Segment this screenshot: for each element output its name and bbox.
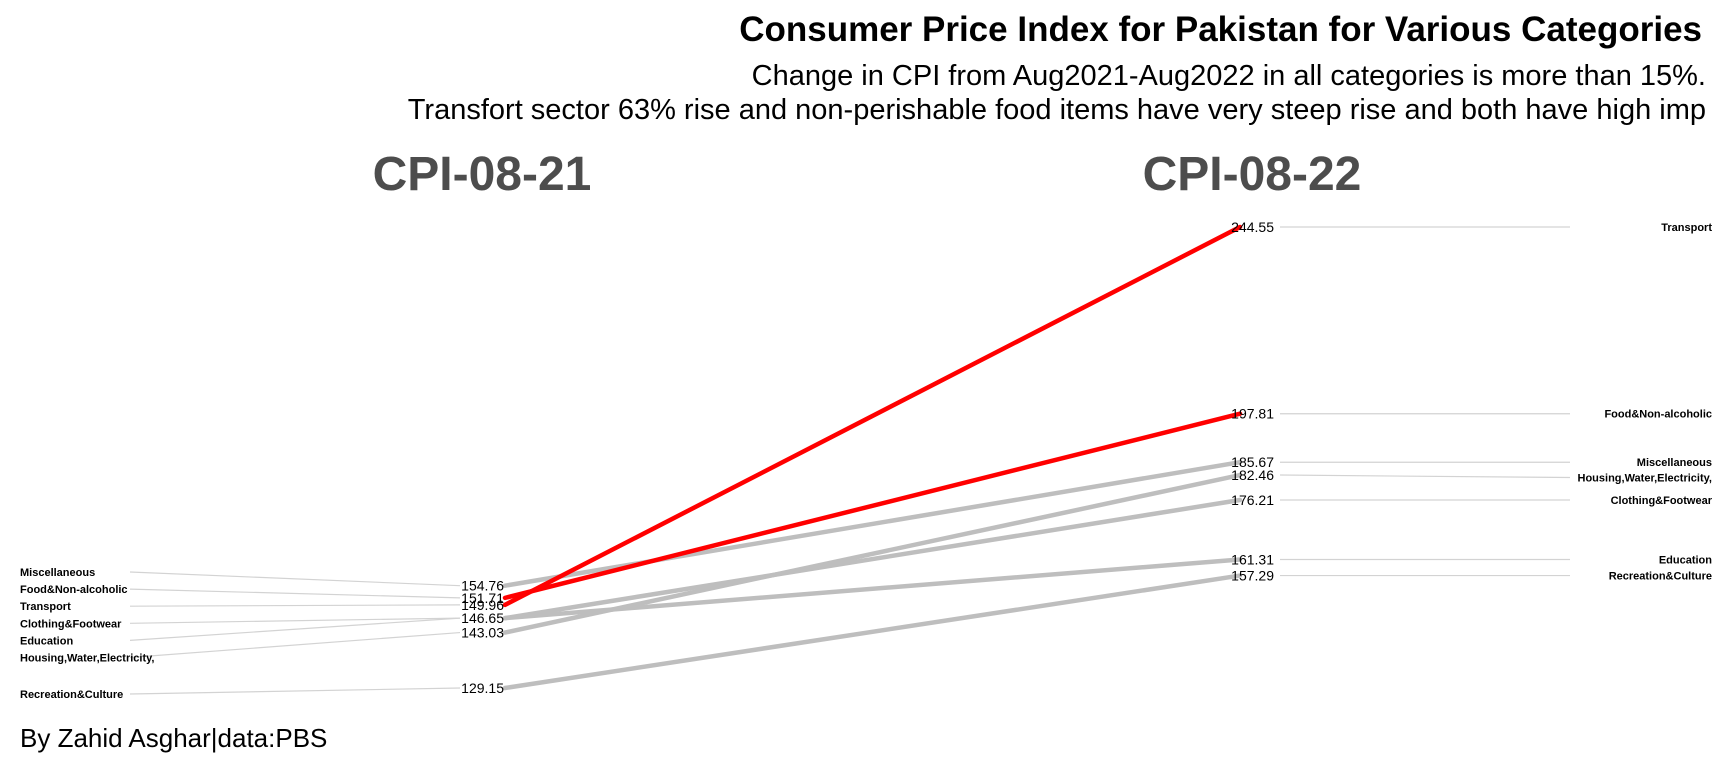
end-value-label-housing-water-electricity: 182.46 [1231, 467, 1274, 483]
slope-lines-highlight [502, 224, 1243, 608]
leader-lines [129, 226, 1571, 695]
left-category-label-miscellaneous: Miscellaneous [20, 567, 95, 579]
left-category-label-education: Education [20, 635, 73, 647]
left-category-label-food-non-alcoholic: Food&Non-alcoholic [20, 584, 128, 596]
right-category-label-food-non-alcoholic: Food&Non-alcoholic [1604, 409, 1712, 421]
slope-lines-default [502, 459, 1243, 691]
left-leader-housing-water-electricity [129, 631, 461, 659]
chart-title: Consumer Price Index for Pakistan for Va… [739, 10, 1702, 49]
slope-line-transport [502, 224, 1243, 608]
chart-caption: By Zahid Asghar|data:PBS [20, 723, 328, 753]
left-category-label-transport: Transport [20, 601, 71, 613]
right-category-label-transport: Transport [1661, 222, 1712, 234]
end-value-label-food-non-alcoholic: 197.81 [1231, 406, 1274, 422]
left-leader-food-non-alcoholic [129, 588, 461, 599]
chart-subtitle-line-1: Change in CPI from Aug2021-Aug2022 in al… [751, 60, 1706, 92]
left-category-label-recreation-culture: Recreation&Culture [20, 689, 123, 701]
left-leader-clothing-footwear [129, 617, 461, 624]
right-category-label-miscellaneous: Miscellaneous [1637, 457, 1712, 469]
start-value-label-0: 154.76 [461, 578, 504, 594]
labels: Transport Transport 244.55 Food&Non-alcohol… [20, 219, 1713, 701]
end-value-label-miscellaneous: 185.67 [1231, 454, 1274, 470]
left-leader-miscellaneous [129, 571, 461, 587]
end-value-label-transport: 244.55 [1231, 219, 1274, 235]
end-value-label-recreation-culture: 157.29 [1231, 568, 1274, 584]
start-value-label-3: 146.65 [461, 610, 504, 626]
left-leader-recreation-culture [129, 687, 461, 695]
start-value-label-1: 151.71 [461, 590, 504, 606]
start-value-label-4: 143.03 [461, 625, 504, 641]
right-category-label-recreation-culture: Recreation&Culture [1609, 571, 1712, 583]
right-leader-housing-water-electricity [1279, 474, 1571, 479]
slope-line-education [502, 557, 1243, 621]
left-category-label-housing-water-electricity: Housing,Water,Electricity, [20, 653, 154, 665]
slope-line-food-non-alcoholic [502, 411, 1243, 601]
start-value-label-5: 129.15 [461, 680, 504, 696]
slope-line-recreation-culture [502, 573, 1243, 691]
left-category-label-clothing-footwear: Clothing&Footwear [20, 618, 122, 630]
chart-subtitle-line-2: Transfort sector 63% rise and non-perish… [407, 94, 1706, 126]
left-leader-education [129, 617, 461, 641]
start-value-label-2: 149.96 [461, 597, 504, 613]
right-category-label-housing-water-electricity: Housing,Water,Electricity, [1578, 473, 1712, 485]
slope-line-clothing-footwear [502, 497, 1243, 621]
column-heading-left: CPI-08-21 [373, 148, 592, 201]
end-value-label-education: 161.31 [1231, 552, 1274, 568]
right-category-label-education: Education [1659, 555, 1712, 567]
left-leader-transport [129, 604, 461, 607]
right-category-label-clothing-footwear: Clothing&Footwear [1611, 495, 1713, 507]
column-heading-right: CPI-08-22 [1143, 148, 1362, 201]
end-value-label-clothing-footwear: 176.21 [1231, 492, 1274, 508]
